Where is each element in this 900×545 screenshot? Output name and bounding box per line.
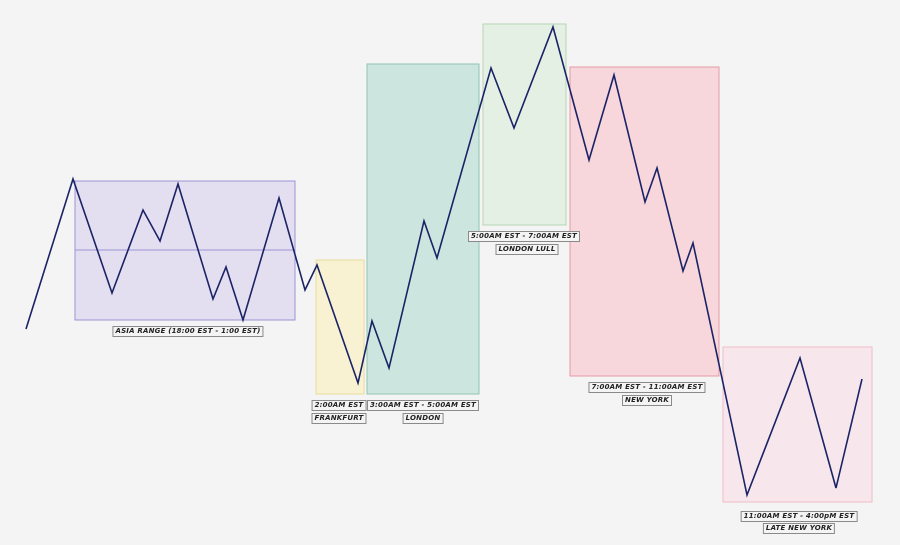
session-time-label-london-lull: 5:00AM EST - 7:00AM EST — [467, 231, 581, 242]
session-name-label-new-york: NEW YORK — [622, 395, 672, 406]
session-box-new-york — [569, 66, 720, 377]
session-time-label-late-new-york: 11:00AM EST - 4:00pM EST — [740, 511, 858, 522]
price-path — [25, 24, 863, 498]
session-box-frankfurt — [315, 259, 365, 395]
session-name-label-london: LONDON — [402, 413, 444, 424]
session-box-london — [366, 63, 480, 395]
session-time-label-frankfurt: 2:00AM EST — [311, 400, 367, 411]
session-name-label-frankfurt: FRANKFURT — [311, 413, 367, 424]
session-time-label-new-york: 7:00AM EST - 11:00AM EST — [588, 382, 706, 393]
session-time-label-london: 3:00AM EST - 5:00AM EST — [366, 400, 480, 411]
session-box-late-new-york — [722, 346, 873, 503]
session-name-label-late-new-york: LATE NEW YORK — [762, 523, 836, 534]
session-box-london-lull — [482, 23, 567, 226]
session-name-label-london-lull: LONDON LULL — [495, 244, 559, 255]
session-time-label-asia: ASIA RANGE (18:00 EST - 1:00 EST) — [112, 326, 264, 337]
